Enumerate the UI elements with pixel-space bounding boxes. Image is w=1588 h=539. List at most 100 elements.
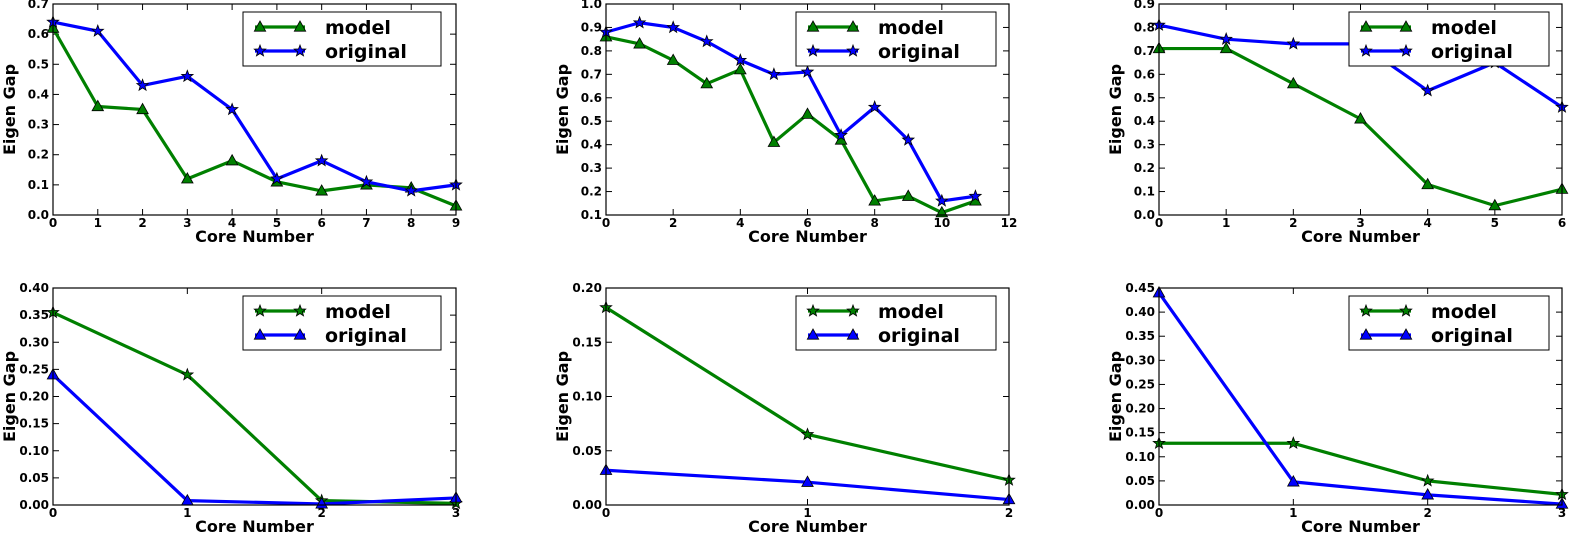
y-tick-label: 0.2	[581, 185, 602, 199]
y-tick-label: 0.00	[19, 498, 49, 512]
data-point-original	[699, 34, 714, 48]
y-axis-label: Eigen Gap	[553, 64, 572, 155]
chart-panel-1: 0.0 0.1 0.2 0.3 0.4 0.5 0.6 0.7 0 1 2 3 4 5 6 7 8 9 Core N…	[0, 0, 463, 246]
y-tick-label: 0.5	[28, 57, 49, 71]
data-point-original	[1286, 36, 1301, 50]
x-tick-label: 3	[452, 506, 460, 520]
data-point-original	[1420, 83, 1435, 97]
legend-box	[242, 295, 442, 351]
x-tick-label: 1	[803, 506, 811, 520]
x-tick-label: 1	[94, 216, 102, 230]
legend-marker-original	[1399, 43, 1413, 57]
y-tick-label: 0.4	[28, 87, 49, 101]
legend-label-model: model	[878, 17, 944, 39]
y-tick-label: 0.8	[1134, 20, 1155, 34]
y-tick-label: 0.5	[1134, 91, 1155, 105]
y-tick-label: 0.30	[1125, 353, 1155, 367]
y-tick-label: 0.9	[1134, 0, 1155, 11]
x-tick-label: 4	[228, 216, 236, 230]
y-tick-label: 0.0	[1134, 208, 1155, 222]
legend-label-original: original	[1431, 325, 1513, 347]
legend-marker-original	[846, 328, 860, 340]
data-point-original	[801, 475, 814, 487]
x-tick-label: 2	[669, 216, 677, 230]
x-tick-label: 1	[1222, 216, 1230, 230]
legend-marker-model	[253, 20, 267, 32]
x-tick-label: 1	[183, 506, 191, 520]
y-tick-label: 0.15	[572, 335, 602, 349]
y-tick-label: 0.35	[19, 308, 49, 322]
legend-marker-original	[1359, 328, 1373, 340]
legend-box	[1348, 11, 1550, 67]
x-tick-label: 3	[183, 216, 191, 230]
data-point-model	[1421, 177, 1435, 190]
y-tick-label: 0.05	[1125, 474, 1155, 488]
data-point-original	[180, 69, 195, 83]
y-tick-label: 0.40	[1125, 305, 1155, 319]
legend-marker-model	[806, 303, 820, 317]
y-tick-label: 0.15	[19, 417, 49, 431]
data-point-model	[700, 76, 714, 89]
x-tick-label: 0	[602, 506, 610, 520]
data-point-original	[935, 193, 949, 207]
data-point-original	[901, 132, 916, 146]
data-point-model	[180, 367, 195, 381]
x-axis-label: Core Number	[1301, 517, 1420, 536]
legend-marker-model	[846, 20, 860, 32]
data-point-original	[867, 100, 882, 113]
x-tick-label: 8	[870, 216, 878, 230]
legend-marker-model	[253, 303, 267, 317]
x-axis-label: Core Number	[748, 517, 867, 536]
data-point-model	[1286, 436, 1301, 450]
data-point-model	[733, 62, 747, 75]
y-tick-label: 0.6	[1134, 67, 1155, 81]
legend-label-model: model	[1431, 17, 1497, 39]
y-tick-label: 0.25	[1125, 377, 1155, 391]
legend-label-original: original	[878, 41, 960, 63]
plot-frame	[52, 3, 457, 216]
x-tick-label: 3	[1356, 216, 1364, 230]
data-point-original	[834, 128, 848, 142]
data-point-model	[180, 172, 194, 184]
legend-label-model: model	[325, 17, 391, 39]
y-tick-label: 0.15	[1125, 426, 1155, 440]
chart-panel-6: 0.00 0.05 0.10 0.15 0.20 0.25 0.30 0.35 0.40 0.45…	[1106, 281, 1569, 536]
x-tick-label: 1	[1289, 506, 1297, 520]
data-point-original	[270, 171, 284, 185]
data-point-original	[800, 64, 815, 78]
x-tick-label: 7	[362, 216, 370, 230]
chart-panel-3: 0.0 0.1 0.2 0.3 0.4 0.5 0.6 0.7 0.8 0.9 0 1 2 3 4 5 6 Cor…	[1106, 0, 1569, 246]
y-tick-label: 0.7	[28, 0, 49, 11]
y-tick-label: 0.2	[1134, 161, 1155, 175]
x-tick-label: 5	[1491, 216, 1499, 230]
legend-marker-model	[293, 303, 307, 317]
legend-marker-original	[293, 43, 307, 57]
y-axis-label: Eigen Gap	[0, 351, 19, 442]
x-tick-label: 6	[803, 216, 811, 230]
y-tick-label: 0.10	[572, 390, 602, 404]
y-tick-label: 0.1	[581, 208, 602, 222]
x-axis-label: Core Number	[1301, 227, 1420, 246]
y-tick-label: 0.2	[28, 148, 49, 162]
data-point-model	[901, 189, 915, 201]
y-tick-label: 0.30	[19, 335, 49, 349]
legend-label-model: model	[325, 301, 391, 323]
y-tick-label: 0.45	[1125, 281, 1155, 295]
data-point-original	[767, 67, 781, 81]
y-tick-label: 0.6	[581, 91, 602, 105]
legend-marker-original	[846, 43, 860, 57]
x-tick-label: 2	[1423, 506, 1431, 520]
y-tick-label: 0.3	[28, 118, 49, 132]
data-point-model	[801, 107, 814, 119]
chart-panel-5: 0.00 0.05 0.10 0.15 0.20 0 1 2 Core Number Eigen …	[553, 281, 1016, 536]
plot-frame	[605, 287, 1010, 506]
legend-label-original: original	[1431, 41, 1513, 63]
data-point-model	[136, 102, 149, 115]
data-point-original	[225, 102, 239, 116]
data-point-model	[1286, 76, 1300, 89]
